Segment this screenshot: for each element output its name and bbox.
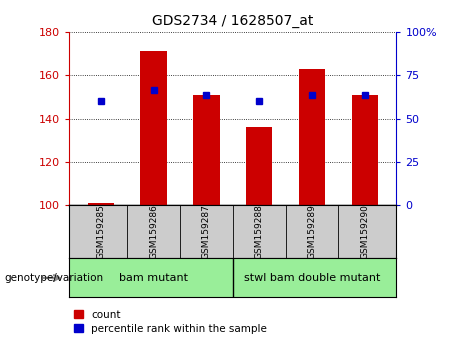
Text: GSM159289: GSM159289 [307,204,317,259]
Legend: count, percentile rank within the sample: count, percentile rank within the sample [74,310,267,334]
Bar [352,95,378,205]
Text: stwl bam double mutant: stwl bam double mutant [244,273,380,283]
Text: GSM159290: GSM159290 [361,204,369,259]
Title: GDS2734 / 1628507_at: GDS2734 / 1628507_at [152,14,313,28]
Text: GSM159286: GSM159286 [149,204,158,259]
Text: genotype/variation: genotype/variation [5,273,104,283]
Bar [299,69,325,205]
Bar [141,51,167,205]
Bar [246,127,272,205]
Bar [193,95,219,205]
Text: GSM159287: GSM159287 [202,204,211,259]
Text: GSM159288: GSM159288 [254,204,264,259]
Text: GSM159285: GSM159285 [96,204,105,259]
Text: bam mutant: bam mutant [119,273,188,283]
Bar [88,203,114,205]
